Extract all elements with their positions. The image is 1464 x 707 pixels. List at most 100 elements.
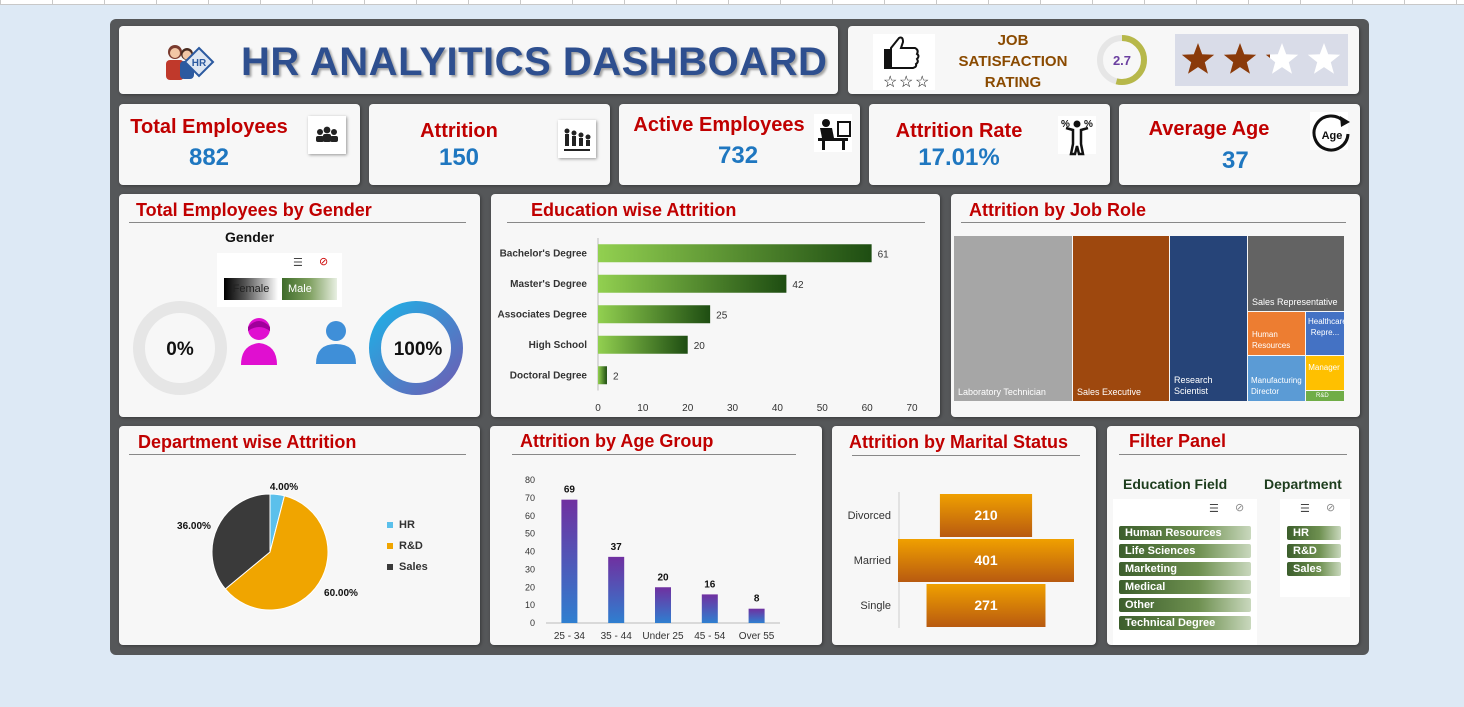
legend-swatch [387,522,393,528]
kpi-attrition-rate: Attrition Rate 17.01% %% [869,104,1110,185]
slicer-option[interactable]: Life Sciences [1119,544,1251,558]
pie-slice [224,495,329,611]
category-label: High School [529,340,588,351]
category-label: Associates Degree [498,309,588,320]
data-label: 4.00% [270,482,298,493]
slicer-option[interactable]: Human Resources [1119,526,1251,540]
kpi-label: Total Employees [130,116,288,138]
slicer-option[interactable]: HR [1287,526,1341,540]
category-label: Master's Degree [510,279,587,290]
tick-label: 60 [862,403,874,414]
education-bar-chart: Bachelor's Degree 61 Master's Degree 42 Asso… [498,238,918,414]
star-icon [1223,43,1257,74]
bar [561,499,578,623]
agegroup-column-chart: 0 10 20 30 40 50 60 70 80 69 25 - 34 37 35 - 44 20 Und… [525,475,780,642]
title-bar: HR HR ANALYITICS DASHBOARD [119,26,838,94]
legend-label: Sales [399,561,428,573]
treemap-tile: Manager [1306,356,1344,390]
legend-swatch [387,543,393,549]
spreadsheet-column-strip [0,0,1464,5]
female-person-icon [241,318,277,365]
gender-card: Total Employees by Gender Gender ☰ ⊘ Fem… [119,194,480,417]
data-label: 8 [754,594,760,605]
tick-label: 60 [525,511,535,521]
slicer-option[interactable]: R&D [1287,544,1341,558]
treemap-tile: Research Scientist [1170,236,1247,401]
clear-filter-icon[interactable]: ⊘ [1235,502,1245,514]
tick-label: 10 [637,403,649,414]
funnel-bar [939,494,1033,537]
tick-label: 40 [772,403,784,414]
svg-text:%: % [1084,119,1093,130]
star-icon [1181,43,1215,74]
clear-filter-icon[interactable]: ⊘ [1326,502,1336,514]
data-label: 16 [704,579,716,590]
percent-person-icon: %% [1058,116,1096,156]
thumbs-up-stars-icon: ☆ ☆ ☆ [873,34,935,90]
jobrole-treemap: Laboratory Technician Sales Executive Re… [954,236,1344,401]
filter-panel-title: Filter Panel [1129,431,1227,451]
slicer-option-male[interactable]: Male [282,278,337,300]
agegroup-title: Attrition by Age Group [520,431,714,451]
slicer-option[interactable]: Marketing [1119,562,1251,576]
bar [701,594,718,623]
bar [748,608,765,623]
category-label: Doctoral Degree [510,370,588,381]
svg-text:☆: ☆ [883,74,897,90]
multi-select-icon[interactable]: ☰ [1209,503,1219,515]
slicer-option[interactable]: Medical [1119,580,1251,594]
tick-label: 20 [525,582,535,592]
category-label: 25 - 34 [554,631,586,642]
tick-label: 50 [817,403,829,414]
legend-label: HR [399,519,415,531]
kpi-attrition: Attrition 150 [369,104,610,185]
pie-slice [211,493,271,590]
bar [598,335,688,354]
star-outline [1265,43,1299,74]
bar [598,274,787,293]
star-icon [1265,54,1270,59]
tick-label: 0 [530,618,535,628]
department-filter-title: Department [1264,476,1342,492]
data-label: 2 [613,371,619,382]
slicer-option[interactable]: Technical Degree [1119,616,1251,630]
treemap-tile: Sales Executive [1073,236,1169,401]
slicer-option[interactable]: Sales [1287,562,1341,576]
data-label: 25 [716,310,728,321]
age-cycle-icon: Age [1310,112,1350,152]
rating-label: JOB SATISFACTION RATING [958,32,1068,91]
slicer-option-female[interactable]: Female [224,278,278,300]
tick-label: 40 [525,547,535,557]
data-label: 36.00% [177,521,211,532]
marital-card: Attrition by Marital Status Divorced 210 M… [832,426,1096,645]
tick-label: 50 [525,529,535,539]
slicer-option[interactable]: Other [1119,598,1251,612]
svg-text:☆: ☆ [899,74,913,90]
category-label: Bachelor's Degree [500,248,588,259]
treemap-tile: R&D [1306,391,1344,401]
multi-select-icon[interactable]: ☰ [1300,503,1310,515]
legend-swatch [387,564,393,570]
tick-label: 30 [525,564,535,574]
department-slicer: ☰ ⊘ HR R&D Sales [1280,499,1350,597]
svg-text:Age: Age [1322,130,1343,142]
jobrole-title: Attrition by Job Role [969,200,1146,220]
gender-slicer: ☰ ⊘ Female Male [217,253,342,307]
category-label: Single [860,600,891,612]
female-pct: 0% [166,339,194,360]
clear-filter-icon[interactable]: ⊘ [319,256,329,268]
star-outline [1307,43,1341,74]
multi-select-icon[interactable]: ☰ [293,257,303,269]
kpi-value: 150 [438,144,480,171]
female-donut: 0% [133,301,227,395]
kpi-total-employees: Total Employees 882 [119,104,360,185]
kpi-value: 37 [1222,147,1249,174]
department-title: Department wise Attrition [138,432,357,452]
funnel-bar [926,584,1046,627]
category-label: 35 - 44 [601,631,633,642]
svg-text:HR: HR [192,58,207,69]
data-label: 20 [694,341,706,352]
gender-slicer-title: Gender [225,229,275,245]
department-card: Department wise Attrition 4.00% 60.00% 36.… [119,426,480,645]
education-field-slicer: ☰ ⊘ Human Resources Life Sciences Market… [1113,499,1257,645]
